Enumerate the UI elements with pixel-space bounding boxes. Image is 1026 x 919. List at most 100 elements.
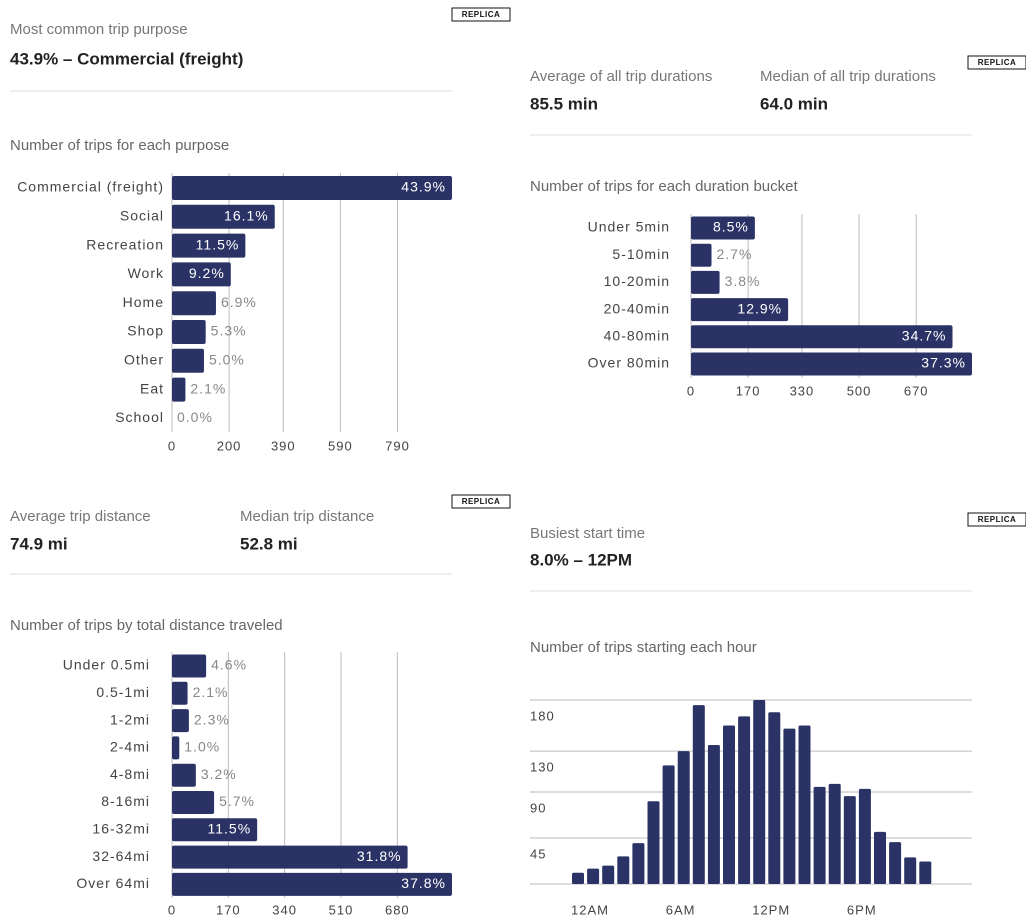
x-tick-label: 500	[847, 383, 872, 398]
x-tick-label: 680	[385, 902, 410, 917]
stat-label: Average trip distance	[10, 508, 151, 525]
value-label: 0.0%	[177, 409, 213, 425]
bar	[602, 865, 615, 884]
bar	[691, 298, 789, 322]
x-tick-label: 6AM	[666, 902, 696, 917]
badge-text: REPLICA	[978, 515, 1017, 524]
x-tick-label: 340	[272, 902, 297, 917]
bar	[813, 786, 826, 884]
x-tick-label: 330	[790, 383, 815, 398]
y-tick-label: 45	[530, 846, 546, 861]
category-label: 1-2mi	[110, 711, 150, 727]
bar	[738, 716, 751, 884]
category-label: Social	[120, 208, 164, 224]
bar	[647, 801, 660, 884]
bar	[677, 751, 690, 884]
bar	[172, 709, 189, 733]
bar	[172, 176, 452, 200]
bar	[691, 216, 755, 240]
bar	[172, 320, 206, 344]
bar	[172, 763, 196, 787]
bar	[172, 262, 231, 287]
value-label: 3.8%	[725, 273, 761, 289]
x-tick-label: 510	[329, 902, 354, 917]
stat-label: Average of all trip durations	[530, 68, 712, 85]
x-tick-label: 0	[168, 438, 176, 453]
x-tick-label: 390	[271, 438, 296, 453]
bar	[172, 791, 215, 814]
category-label: 16-32mi	[92, 821, 150, 837]
stat-label: Median of all trip durations	[760, 68, 936, 85]
bar	[172, 845, 408, 869]
x-tick-label: 200	[217, 438, 242, 453]
stat-value: 85.5 min	[530, 94, 598, 113]
badge-text: REPLICA	[462, 10, 501, 19]
x-tick-label: 790	[385, 438, 410, 453]
y-tick-label: 180	[530, 708, 555, 723]
bar	[172, 377, 186, 402]
bar	[707, 744, 720, 884]
bar	[919, 861, 932, 884]
bar	[572, 872, 584, 884]
chart-title: Number of trips for each duration bucket	[530, 178, 798, 195]
value-label: 5.7%	[219, 793, 255, 809]
chart-title: Number of trips by total distance travel…	[10, 617, 283, 634]
value-label: 8.5%	[713, 219, 749, 235]
bar	[617, 856, 630, 884]
bar	[889, 842, 902, 884]
category-label: 5-10min	[612, 246, 670, 262]
x-tick-label: 0	[168, 902, 176, 917]
badge	[967, 512, 1026, 527]
bar	[172, 654, 207, 678]
value-label: 2.1%	[190, 380, 226, 396]
bar	[587, 868, 600, 884]
category-label: Recreation	[86, 236, 164, 252]
stat-label: Most common trip purpose	[10, 21, 188, 38]
bar	[172, 233, 246, 258]
value-label: 43.9%	[401, 179, 446, 195]
value-label: 5.3%	[211, 323, 247, 339]
category-label: 2-4mi	[110, 739, 150, 755]
value-label: 5.0%	[209, 352, 245, 368]
value-label: 34.7%	[902, 328, 947, 344]
category-label: Shop	[127, 323, 164, 339]
value-label: 2.3%	[194, 711, 230, 727]
value-label: 12.9%	[737, 300, 782, 316]
x-tick-label: 12PM	[752, 902, 790, 917]
value-label: 16.1%	[224, 208, 269, 224]
category-label: School	[115, 409, 164, 425]
x-tick-label: 170	[736, 383, 761, 398]
stat-value: 52.8 mi	[240, 534, 298, 553]
stat-label: Busiest start time	[530, 525, 645, 542]
badge	[967, 55, 1026, 70]
y-tick-label: 130	[530, 760, 555, 775]
x-tick-label: 590	[328, 438, 353, 453]
category-label: 40-80min	[604, 328, 670, 344]
bar	[172, 348, 204, 373]
bar	[691, 325, 953, 349]
value-label: 37.8%	[401, 875, 446, 891]
stat-value: 64.0 min	[760, 94, 828, 113]
value-label: 3.2%	[201, 766, 237, 782]
bar	[723, 725, 735, 884]
category-label: 8-16mi	[101, 793, 150, 809]
category-label: 4-8mi	[110, 766, 150, 782]
category-label: Other	[124, 352, 164, 368]
value-label: 11.5%	[207, 821, 251, 837]
category-label: Under 0.5mi	[63, 657, 150, 673]
bar	[691, 270, 720, 294]
bar	[172, 818, 258, 842]
bar	[843, 796, 856, 884]
bar	[783, 728, 796, 884]
category-label: Home	[123, 294, 164, 310]
badge-text: REPLICA	[462, 497, 501, 506]
bar	[172, 872, 452, 896]
category-label: 20-40min	[604, 300, 670, 316]
category-label: Over 64mi	[76, 875, 150, 891]
value-label: 1.0%	[184, 739, 220, 755]
bar	[172, 736, 180, 760]
bar	[858, 788, 871, 884]
chart-title: Number of trips starting each hour	[530, 639, 757, 656]
category-label: 0.5-1mi	[96, 684, 150, 700]
